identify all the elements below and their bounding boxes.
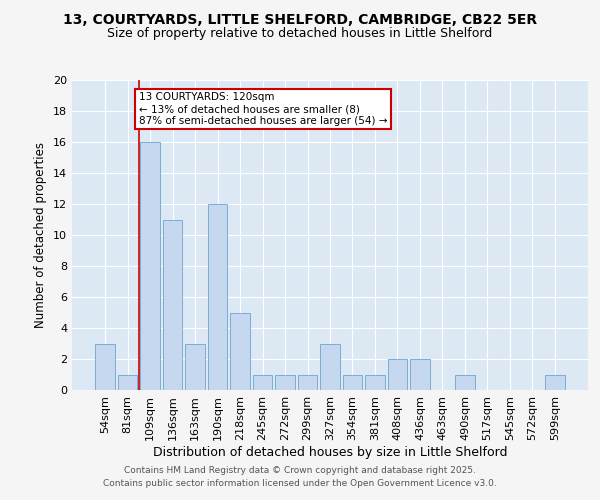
Bar xyxy=(185,344,205,390)
Bar xyxy=(455,374,475,390)
Bar xyxy=(230,312,250,390)
Bar xyxy=(388,359,407,390)
Bar xyxy=(253,374,272,390)
Text: 13, COURTYARDS, LITTLE SHELFORD, CAMBRIDGE, CB22 5ER: 13, COURTYARDS, LITTLE SHELFORD, CAMBRID… xyxy=(63,12,537,26)
Bar xyxy=(163,220,182,390)
Bar xyxy=(410,359,430,390)
Bar xyxy=(140,142,160,390)
X-axis label: Distribution of detached houses by size in Little Shelford: Distribution of detached houses by size … xyxy=(153,446,507,458)
Bar xyxy=(275,374,295,390)
Text: 13 COURTYARDS: 120sqm
← 13% of detached houses are smaller (8)
87% of semi-detac: 13 COURTYARDS: 120sqm ← 13% of detached … xyxy=(139,92,387,126)
Bar xyxy=(118,374,137,390)
Bar xyxy=(365,374,385,390)
Text: Contains HM Land Registry data © Crown copyright and database right 2025.
Contai: Contains HM Land Registry data © Crown c… xyxy=(103,466,497,487)
Bar xyxy=(320,344,340,390)
Text: Size of property relative to detached houses in Little Shelford: Size of property relative to detached ho… xyxy=(107,28,493,40)
Bar xyxy=(343,374,362,390)
Y-axis label: Number of detached properties: Number of detached properties xyxy=(34,142,47,328)
Bar xyxy=(95,344,115,390)
Bar xyxy=(545,374,565,390)
Bar xyxy=(208,204,227,390)
Bar xyxy=(298,374,317,390)
